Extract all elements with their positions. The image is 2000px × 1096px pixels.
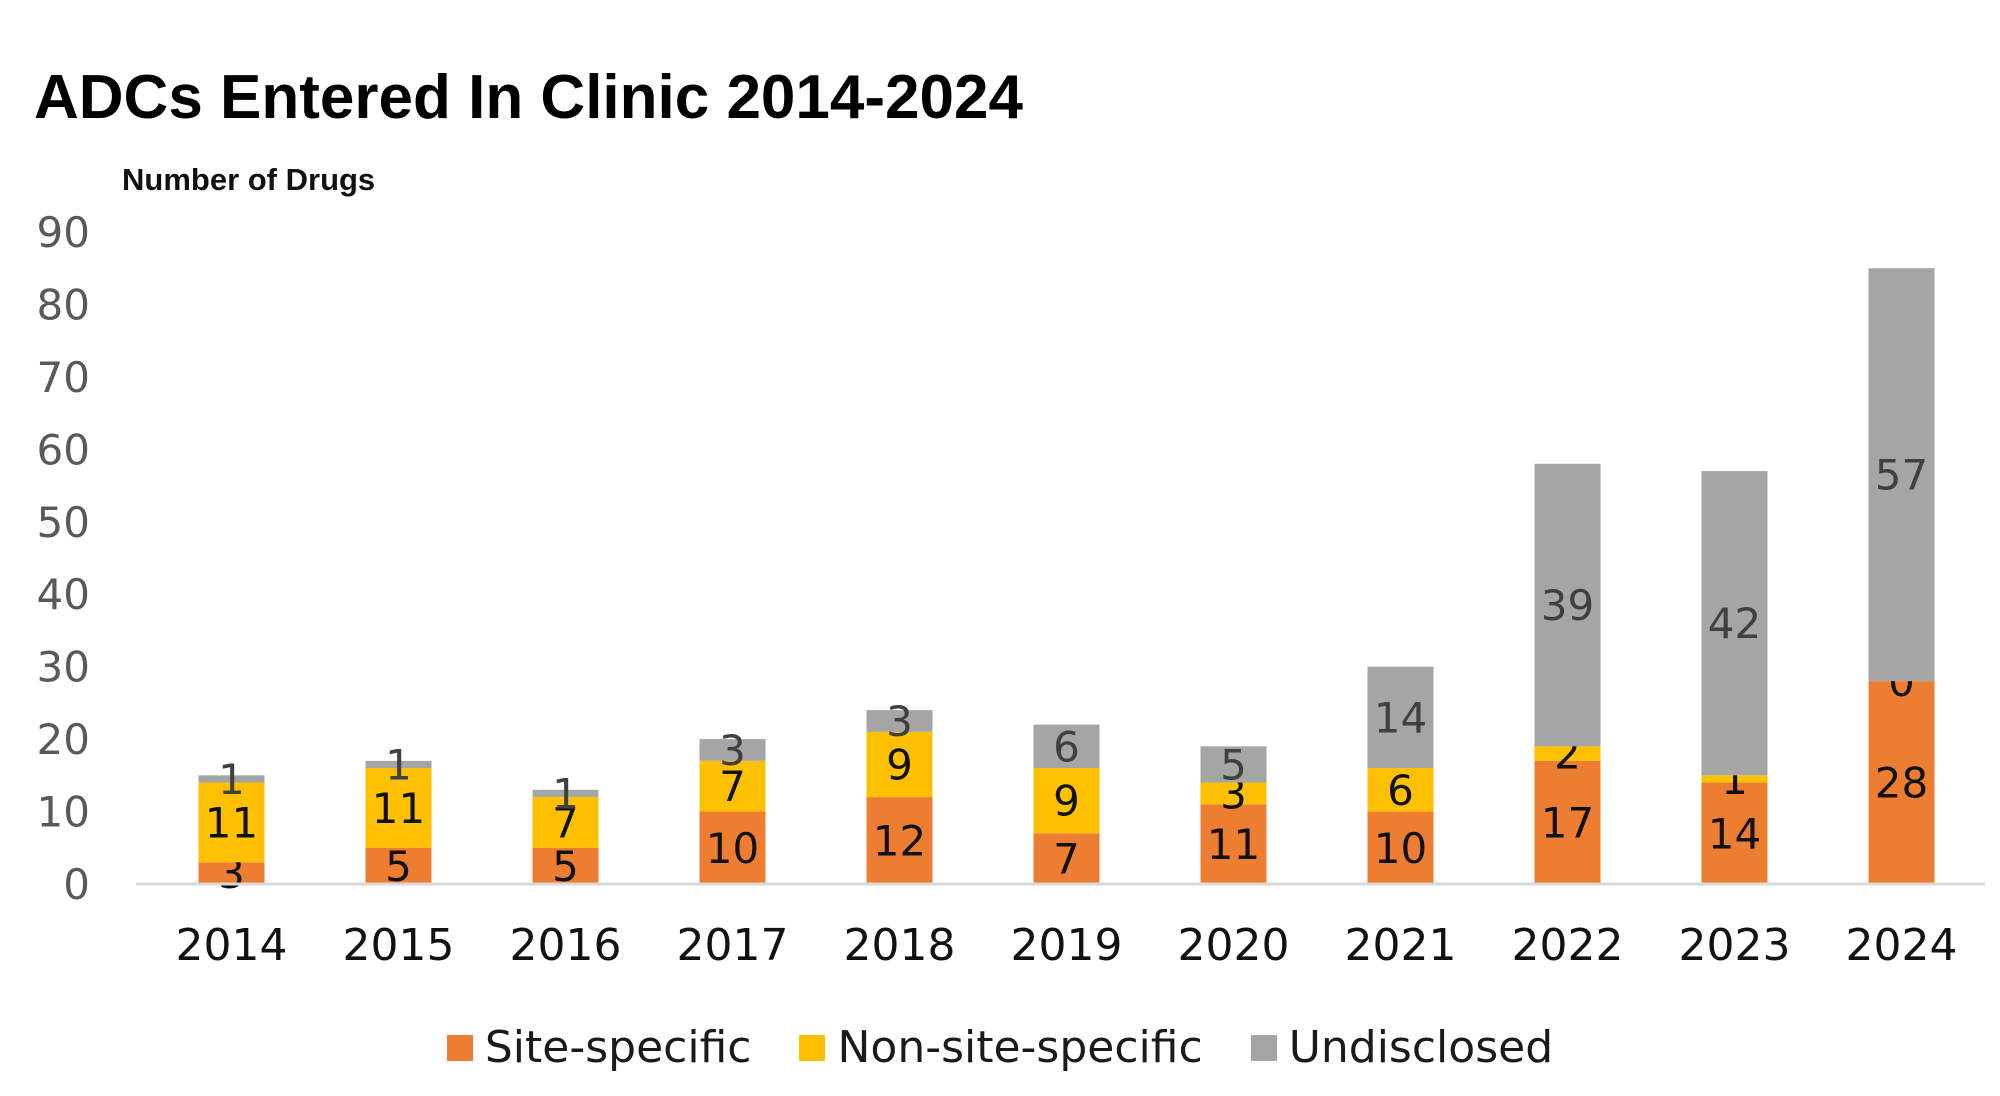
bar-site-specific	[1868, 681, 1935, 884]
bar-site-specific	[365, 847, 432, 884]
bar-undisclosed	[532, 789, 599, 798]
data-label-non-site-specific: 11	[205, 798, 258, 847]
x-tick-label: 2018	[844, 920, 956, 971]
bar-non-site-specific	[1534, 746, 1601, 761]
legend-swatch	[1250, 1034, 1277, 1061]
data-label-site-specific: 7	[1053, 835, 1080, 884]
x-tick-label: 2016	[510, 920, 622, 971]
data-label-undisclosed: 1	[385, 740, 412, 789]
bar-undisclosed	[198, 775, 265, 783]
data-label-site-specific: 12	[873, 817, 926, 866]
data-label-site-specific: 11	[1207, 820, 1260, 869]
legend-swatch	[446, 1034, 473, 1061]
legend-label: Undisclosed	[1288, 1022, 1554, 1073]
bar-site-specific	[1033, 833, 1100, 884]
data-label-non-site-specific: 7	[719, 762, 746, 811]
y-tick-label: 40	[37, 570, 90, 619]
bar-site-specific	[1701, 782, 1768, 884]
bar-site-specific	[532, 847, 599, 884]
data-label-undisclosed: 3	[719, 726, 746, 775]
bar-non-site-specific	[699, 760, 766, 812]
data-label-non-site-specific: 9	[886, 740, 913, 789]
bar-non-site-specific	[198, 782, 265, 863]
y-tick-label: 30	[37, 643, 90, 692]
data-label-non-site-specific: 6	[1387, 766, 1414, 815]
bar-undisclosed	[1701, 471, 1768, 776]
bar-site-specific	[1200, 804, 1267, 884]
data-label-undisclosed: 42	[1708, 599, 1761, 648]
bar-undisclosed	[365, 760, 432, 769]
y-tick-label: 90	[37, 208, 90, 257]
legend-item-undisclosed: Undisclosed	[1250, 1022, 1554, 1073]
bar-undisclosed	[1367, 666, 1434, 769]
data-label-undisclosed: 3	[886, 697, 913, 746]
data-label-undisclosed: 5	[1220, 740, 1247, 789]
x-tick-label: 2021	[1345, 920, 1457, 971]
x-tick-label: 2017	[677, 920, 789, 971]
x-tick-label: 2014	[176, 920, 288, 971]
bar-site-specific	[699, 811, 766, 884]
bar-non-site-specific	[866, 731, 933, 798]
bar-undisclosed	[1200, 746, 1267, 783]
y-tick-label: 80	[37, 280, 90, 329]
bar-site-specific	[1367, 811, 1434, 884]
data-label-undisclosed: 1	[552, 769, 579, 818]
y-tick-label: 60	[37, 425, 90, 474]
data-label-non-site-specific: 9	[1053, 777, 1080, 826]
bar-non-site-specific	[1701, 775, 1768, 783]
y-tick-label: 0	[63, 860, 90, 909]
bar-site-specific	[198, 862, 265, 884]
legend-swatch	[799, 1034, 826, 1061]
bar-non-site-specific	[1367, 768, 1434, 812]
data-label-site-specific: 10	[1374, 824, 1427, 873]
legend-label: Site-specific	[484, 1022, 752, 1073]
x-tick-label: 2019	[1011, 920, 1123, 971]
data-label-site-specific: 14	[1708, 809, 1761, 858]
bar-undisclosed	[1868, 268, 1935, 682]
legend: Site-specific Non-site-specific Undisclose…	[0, 1022, 2000, 1073]
x-tick-label: 2024	[1846, 920, 1958, 971]
bar-non-site-specific	[1200, 782, 1267, 805]
data-label-undisclosed: 14	[1374, 693, 1427, 742]
data-label-undisclosed: 39	[1541, 581, 1594, 630]
legend-item-site-specific: Site-specific	[446, 1022, 752, 1073]
bar-non-site-specific	[532, 797, 599, 848]
data-label-undisclosed: 57	[1875, 451, 1928, 500]
legend-item-non-site-specific: Non-site-specific	[799, 1022, 1203, 1073]
data-label-non-site-specific: 7	[552, 798, 579, 847]
bar-undisclosed	[1033, 724, 1100, 769]
legend-label: Non-site-specific	[837, 1022, 1203, 1073]
x-tick-label: 2022	[1512, 920, 1624, 971]
bar-undisclosed	[699, 739, 766, 761]
bar-undisclosed	[1534, 463, 1601, 747]
y-axis-label: Number of Drugs	[122, 162, 376, 197]
data-label-site-specific: 28	[1875, 759, 1928, 808]
x-tick-label: 2023	[1679, 920, 1791, 971]
y-tick-label: 70	[37, 353, 90, 402]
bar-non-site-specific	[365, 768, 432, 848]
data-label-non-site-specific: 11	[372, 784, 425, 833]
bar-site-specific	[866, 797, 933, 884]
y-tick-label: 50	[37, 498, 90, 547]
chart-title: ADCs Entered In Clinic 2014-2024	[34, 63, 1023, 132]
stacked-bar-chart: 0102030405060708090311120145111201557120…	[37, 208, 1985, 971]
bar-site-specific	[1534, 760, 1601, 884]
data-label-site-specific: 10	[706, 824, 759, 873]
bar-non-site-specific	[1033, 768, 1100, 834]
data-label-site-specific: 17	[1541, 798, 1594, 847]
y-tick-label: 20	[37, 715, 90, 764]
x-tick-label: 2015	[343, 920, 455, 971]
y-tick-label: 10	[37, 788, 90, 837]
data-label-undisclosed: 1	[218, 755, 245, 804]
data-label-undisclosed: 6	[1053, 722, 1080, 771]
x-tick-label: 2020	[1178, 920, 1290, 971]
bar-undisclosed	[866, 710, 933, 732]
